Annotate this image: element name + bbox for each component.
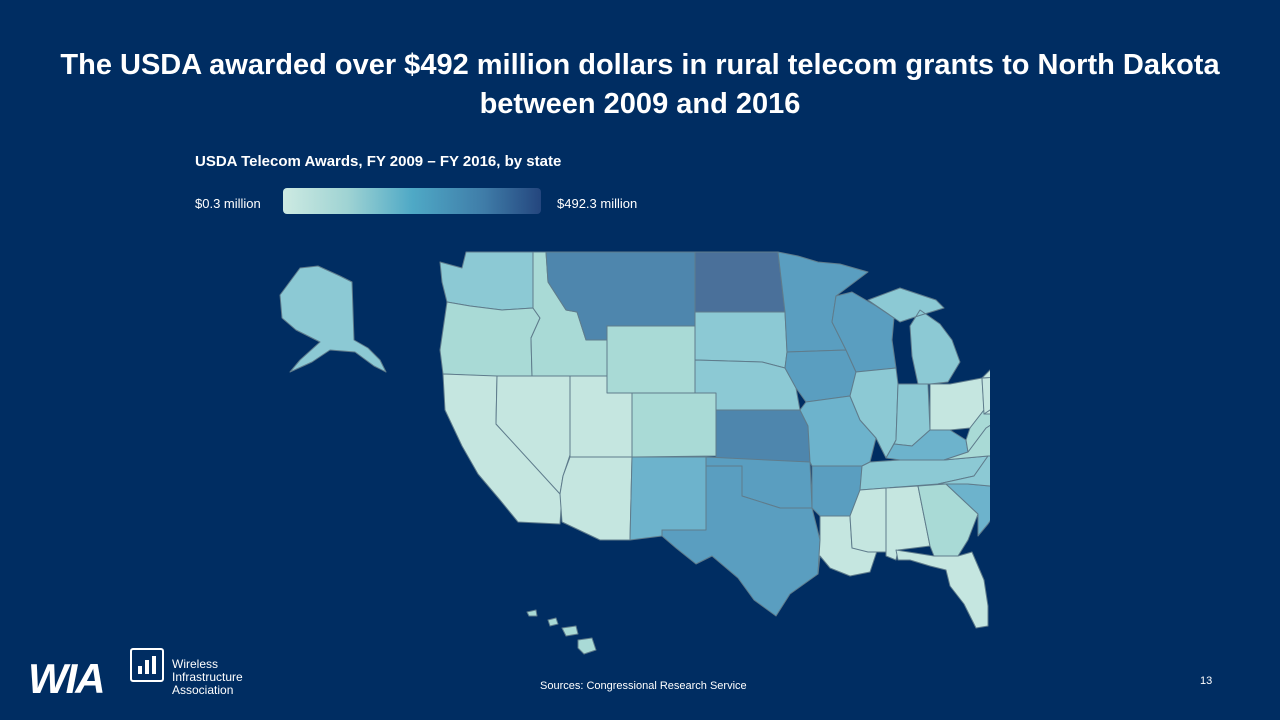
state-PA (981, 377, 990, 415)
state-KS (715, 409, 811, 463)
legend-min-label: $0.3 million (195, 196, 261, 211)
logo-line-3: Association (172, 683, 234, 697)
state-WY (606, 325, 696, 394)
us-choropleth-map (279, 251, 990, 655)
slide-title: The USDA awarded over $492 million dolla… (60, 49, 1220, 120)
map-title: USDA Telecom Awards, FY 2009 – FY 2016, … (195, 153, 562, 170)
legend-max-label: $492.3 million (557, 196, 638, 211)
state-HI (526, 609, 597, 655)
state-AK (279, 265, 387, 373)
state-NY (981, 369, 990, 379)
legend-color-scale (283, 188, 541, 214)
logo-wordmark: WIA (28, 655, 106, 702)
state-SD (694, 311, 788, 369)
logo-icon (130, 648, 164, 682)
page-number: 13 (1200, 675, 1213, 687)
state-WA (439, 251, 534, 311)
logo-text: Wireless Infrastructure Association (172, 658, 243, 697)
state-FL (895, 549, 989, 629)
state-OR (439, 301, 541, 377)
state-WV (965, 407, 990, 453)
state-ND (694, 251, 786, 313)
state-TX (661, 465, 821, 617)
state-MD (983, 409, 990, 415)
state-AZ (559, 456, 633, 541)
state-MI (867, 287, 961, 385)
state-CO (631, 392, 717, 458)
state-NC (937, 455, 990, 487)
source-note: Sources: Congressional Research Service (540, 680, 747, 692)
state-WI (831, 291, 897, 373)
logo-line-1: Wireless (172, 657, 219, 671)
logo-line-2: Infrastructure (172, 670, 243, 684)
state-NM (629, 456, 707, 541)
